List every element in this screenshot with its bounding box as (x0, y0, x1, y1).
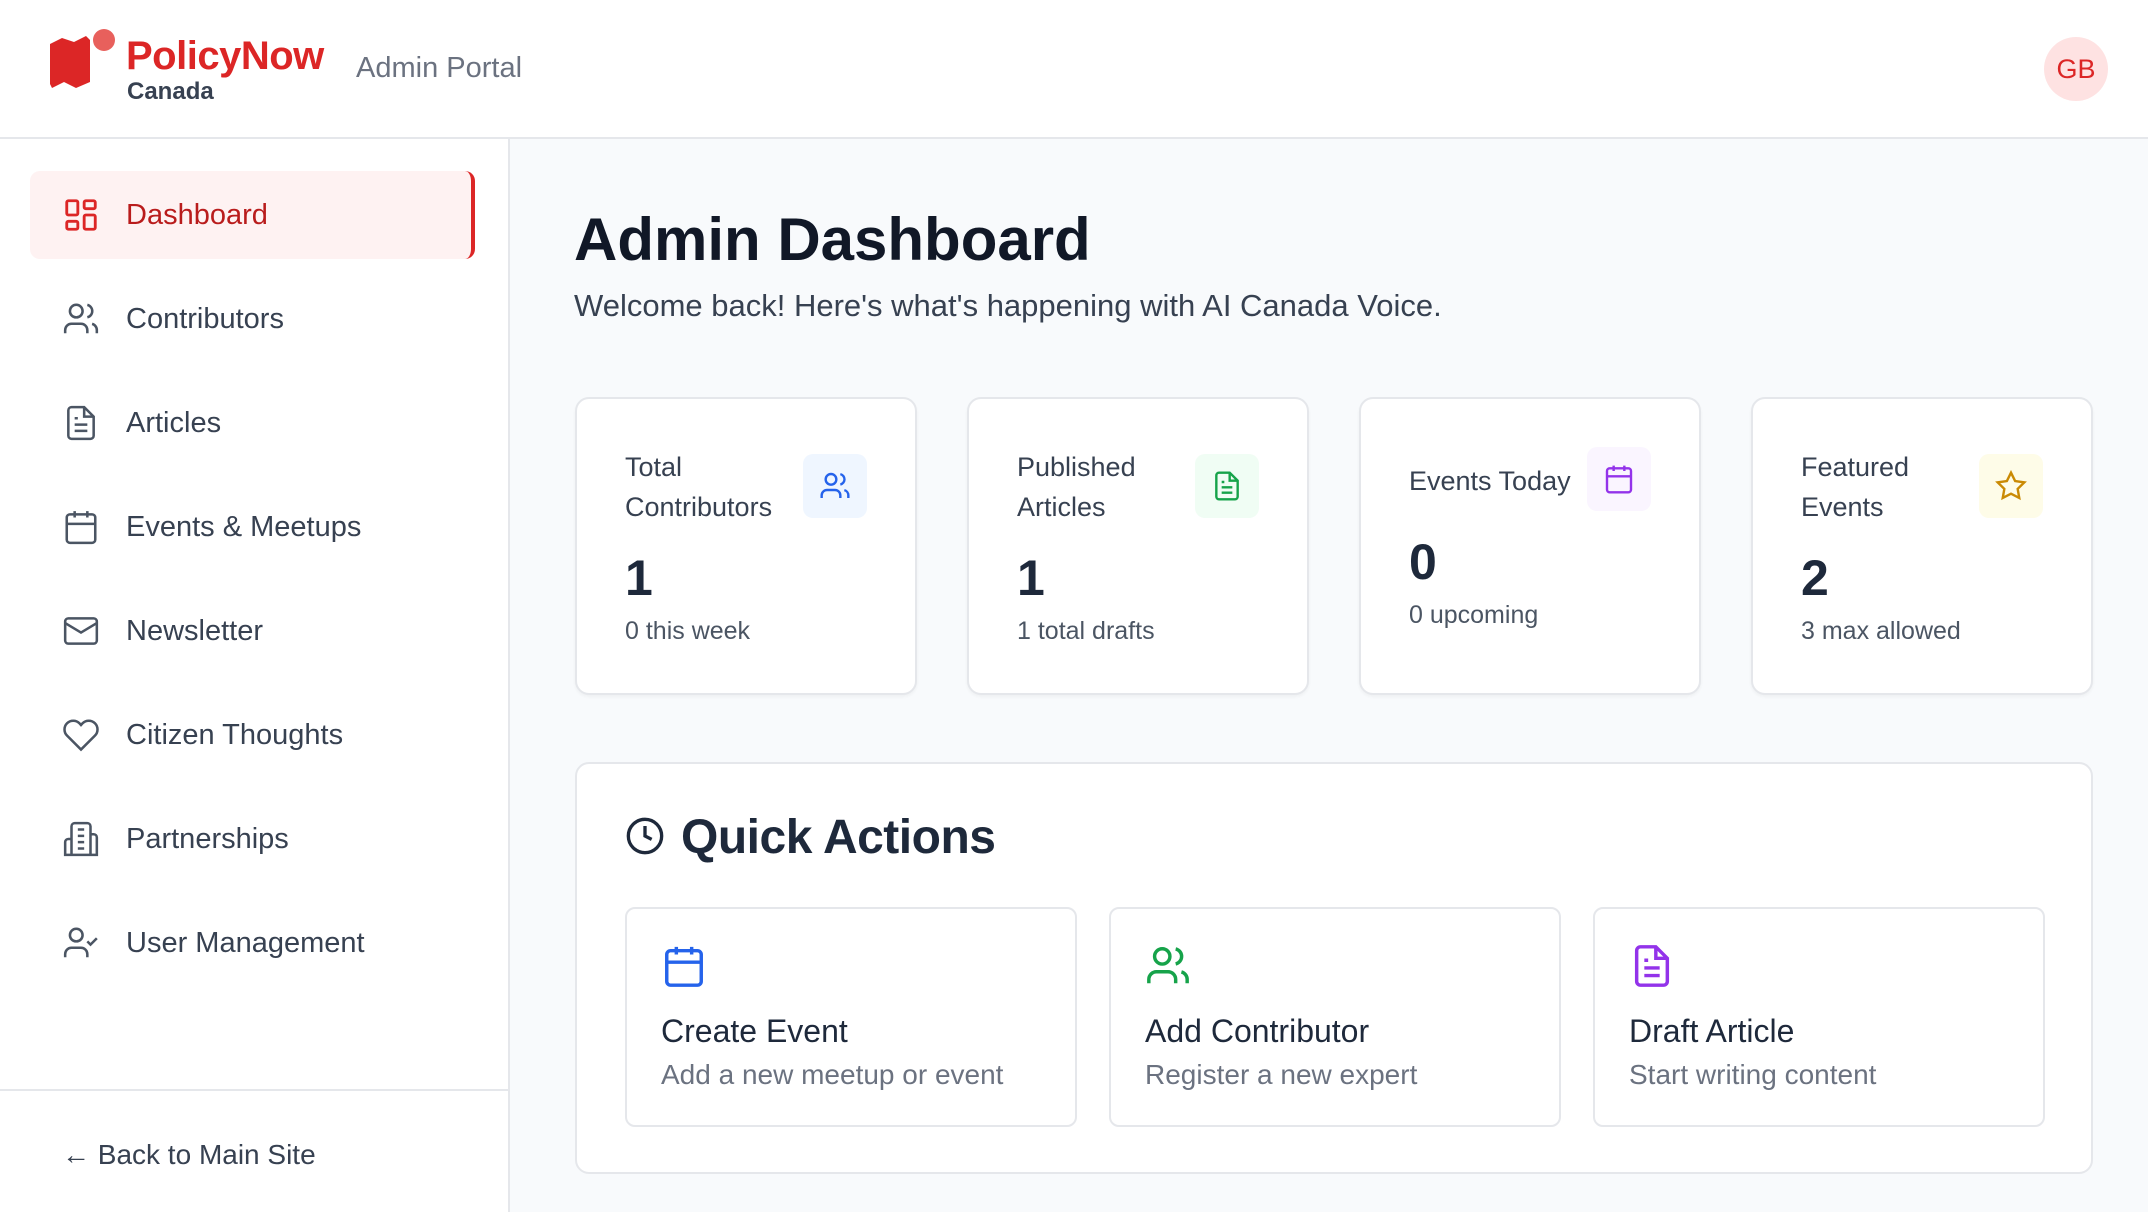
stat-card-published-articles: Published Articles 1 1 total drafts (967, 397, 1309, 695)
calendar-icon (1587, 447, 1651, 511)
heart-icon (63, 719, 99, 752)
sidebar-item-citizen-thoughts[interactable]: Citizen Thoughts (30, 691, 475, 779)
user-check-icon (63, 927, 98, 958)
calendar-icon (665, 946, 703, 987)
calendar-icon (65, 511, 97, 545)
sidebar-item-events[interactable]: Events & Meetups (30, 483, 475, 571)
star-icon (1979, 454, 2043, 518)
stat-sub: 1 total drafts (1017, 617, 1155, 645)
back-to-main-site-link[interactable]: ← Back to Main Site (62, 1139, 316, 1170)
action-title: Create Event (661, 1013, 848, 1049)
sidebar-divider (0, 1089, 508, 1091)
page-title: Admin Dashboard (574, 206, 1091, 273)
building-icon (63, 821, 99, 857)
brand-name: PolicyNow (126, 34, 324, 78)
stat-label: Published Articles (1017, 452, 1136, 522)
stat-value: 1 (1017, 550, 1045, 606)
stat-sub: 3 max allowed (1801, 617, 1961, 645)
users-icon (63, 303, 99, 334)
sidebar-item-dashboard[interactable]: Dashboard (30, 171, 475, 259)
sidebar-item-label: Dashboard (126, 198, 268, 231)
users-icon (803, 454, 867, 518)
action-title: Add Contributor (1145, 1013, 1370, 1049)
policynow-logo[interactable] (48, 26, 118, 98)
action-description: Register a new expert (1145, 1059, 1418, 1090)
grid-icon (65, 199, 97, 231)
stat-card-featured-events: Featured Events 2 3 max allowed (1751, 397, 2093, 695)
stat-value: 1 (625, 550, 653, 606)
clock-icon (626, 817, 664, 855)
avatar[interactable]: GB (2044, 37, 2108, 101)
add-contributor-button[interactable]: Add Contributor Register a new expert (1109, 907, 1561, 1127)
create-event-button[interactable]: Create Event Add a new meetup or event (625, 907, 1077, 1127)
stat-sub: 0 upcoming (1409, 601, 1539, 629)
sidebar-item-label: Articles (126, 406, 222, 439)
page-subtitle: Welcome back! Here's what's happening wi… (574, 288, 1442, 323)
stat-label: Events Today (1409, 466, 1571, 496)
sidebar-item-label: Newsletter (126, 614, 263, 647)
stat-label: Featured Events (1801, 452, 1910, 522)
sidebar-item-newsletter[interactable]: Newsletter (30, 587, 475, 675)
file-text-icon (67, 405, 95, 441)
stat-value: 0 (1409, 534, 1437, 590)
file-text-icon (1195, 454, 1259, 518)
action-description: Start writing content (1629, 1059, 1877, 1090)
brand-subtitle: Canada (127, 78, 214, 105)
file-text-icon (1634, 945, 1670, 987)
sidebar-item-label: Citizen Thoughts (126, 718, 344, 751)
users-icon (1147, 947, 1189, 984)
sidebar-item-label: User Management (126, 926, 365, 959)
stat-sub: 0 this week (625, 617, 751, 645)
header: PolicyNow Canada Admin Portal GB (0, 0, 2148, 139)
sidebar-item-articles[interactable]: Articles (30, 379, 475, 467)
sidebar-item-label: Partnerships (126, 822, 289, 855)
action-title: Draft Article (1629, 1013, 1795, 1049)
sidebar: Dashboard Contributors Articles Events &… (0, 139, 510, 1212)
action-description: Add a new meetup or event (661, 1059, 1004, 1090)
stat-card-total-contributors: Total Contributors 1 0 this week (575, 397, 917, 695)
portal-label: Admin Portal (356, 52, 523, 84)
quick-actions-panel: Quick Actions Create Event Add a new mee… (575, 762, 2093, 1174)
quick-actions-title: Quick Actions (681, 811, 996, 864)
sidebar-item-label: Contributors (126, 302, 284, 335)
sidebar-item-user-management[interactable]: User Management (30, 899, 475, 987)
sidebar-item-partnerships[interactable]: Partnerships (30, 795, 475, 883)
stat-value: 2 (1801, 550, 1829, 606)
stat-card-events-today: Events Today 0 0 upcoming (1359, 397, 1701, 695)
stat-label: Total Contributors (625, 452, 773, 522)
draft-article-button[interactable]: Draft Article Start writing content (1593, 907, 2045, 1127)
mail-icon (63, 617, 99, 645)
sidebar-item-label: Events & Meetups (126, 510, 362, 543)
sidebar-item-contributors[interactable]: Contributors (30, 275, 475, 363)
